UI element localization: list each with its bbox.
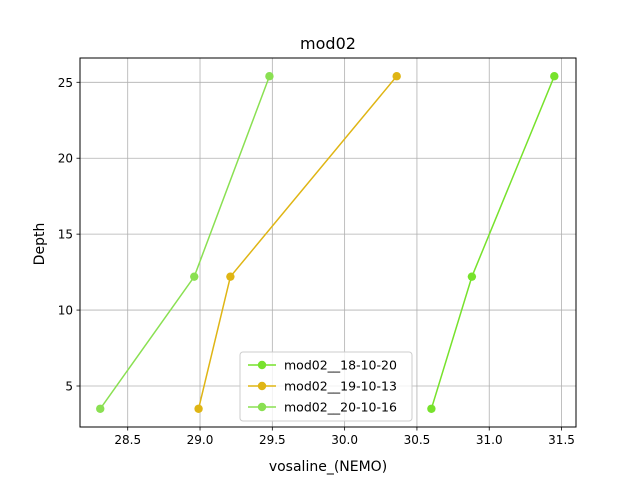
legend-label: mod02__18-10-20 xyxy=(284,358,397,373)
x-tick-label: 30.0 xyxy=(331,433,358,447)
data-point xyxy=(194,404,203,413)
data-point xyxy=(265,72,274,81)
x-tick-label: 29.5 xyxy=(259,433,286,447)
x-tick-label: 29.0 xyxy=(187,433,214,447)
plot-frame xyxy=(79,57,577,428)
y-tick-label: 15 xyxy=(58,228,73,242)
data-point xyxy=(550,72,559,81)
legend-label: mod02__19-10-13 xyxy=(284,379,397,394)
x-tick-label: 31.0 xyxy=(476,433,503,447)
y-tick-label: 10 xyxy=(58,304,73,318)
x-axis-label: vosaline_(NEMO) xyxy=(269,459,387,475)
legend-label: mod02__20-10-16 xyxy=(284,400,397,415)
data-point xyxy=(427,404,436,413)
legend-marker xyxy=(257,360,267,370)
legend-marker xyxy=(257,381,267,391)
x-tick-label: 30.5 xyxy=(404,433,431,447)
legend-marker xyxy=(257,402,267,412)
y-tick-label: 20 xyxy=(58,152,73,166)
chart-title: mod02 xyxy=(300,34,356,53)
y-axis-label: Depth xyxy=(32,223,48,266)
x-tick-label: 31.5 xyxy=(548,433,575,447)
data-point xyxy=(226,272,235,281)
data-point xyxy=(96,404,105,413)
data-point xyxy=(467,272,477,281)
y-tick-label: 5 xyxy=(65,380,73,394)
data-point xyxy=(392,72,401,81)
legend: mod02__18-10-20 mod02__19-10-13 mod02__20-… xyxy=(239,351,413,422)
ticks: 28.5 29.0 29.5 30.0 30.5 31.0 31.5 5 10 15 20 25 xyxy=(58,76,575,447)
series-layer xyxy=(96,72,559,413)
legend-box xyxy=(239,351,413,422)
x-tick-label: 28.5 xyxy=(114,433,141,447)
data-point xyxy=(190,272,199,281)
y-tick-label: 25 xyxy=(58,76,73,90)
